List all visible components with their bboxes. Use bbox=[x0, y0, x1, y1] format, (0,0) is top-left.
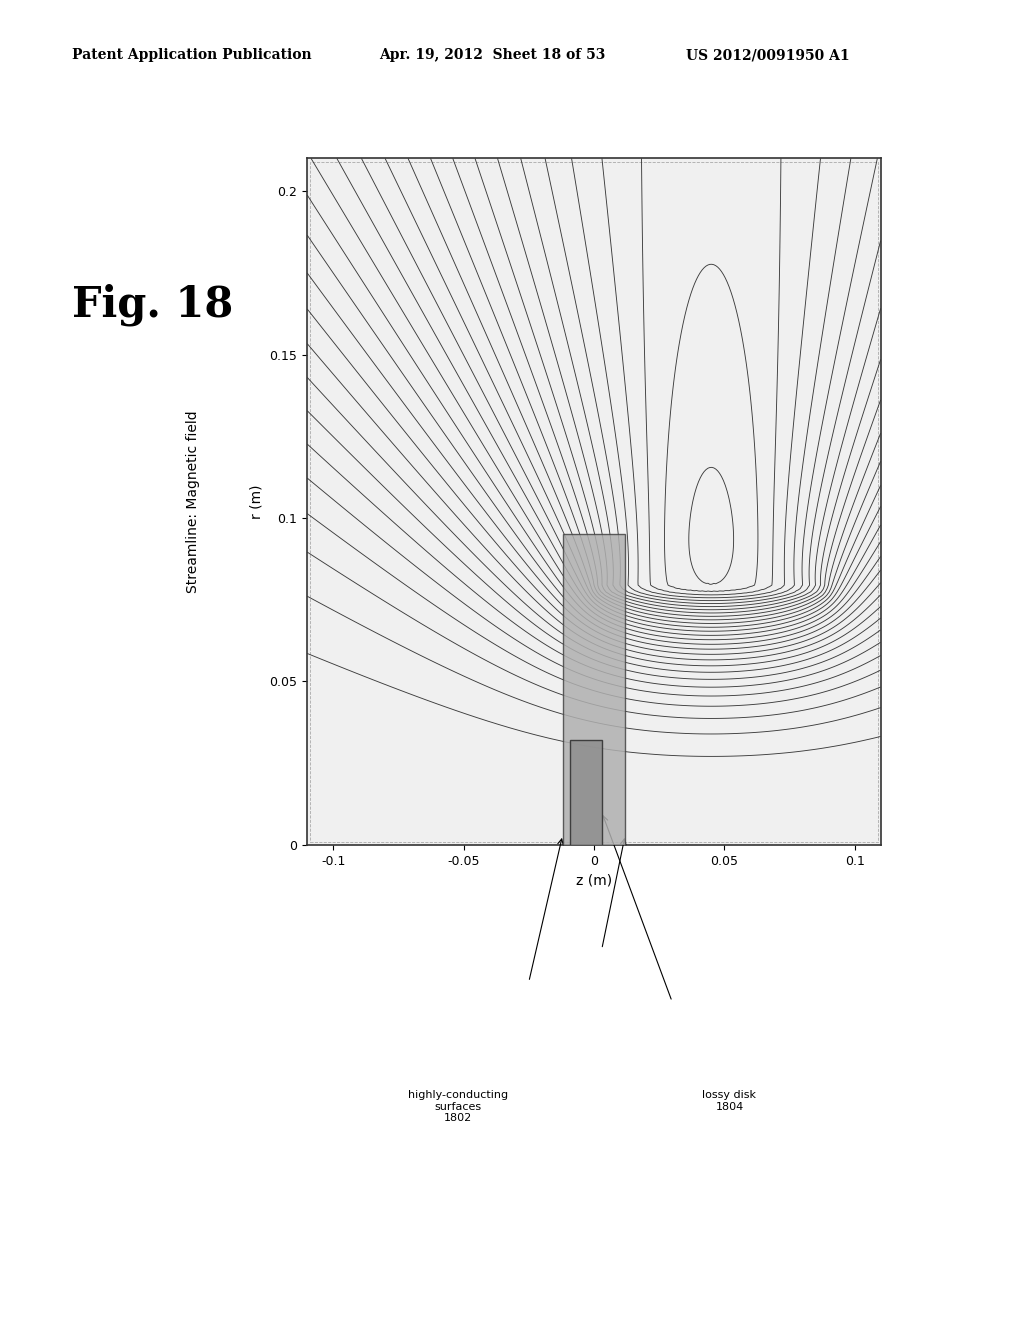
X-axis label: z (m): z (m) bbox=[575, 873, 612, 887]
Bar bbox=[570, 741, 602, 845]
Text: Apr. 19, 2012  Sheet 18 of 53: Apr. 19, 2012 Sheet 18 of 53 bbox=[379, 49, 605, 62]
Text: Fig. 18: Fig. 18 bbox=[72, 284, 232, 326]
Text: Patent Application Publication: Patent Application Publication bbox=[72, 49, 311, 62]
Text: Streamline: Magnetic field: Streamline: Magnetic field bbox=[185, 411, 200, 593]
Text: lossy disk
1804: lossy disk 1804 bbox=[702, 1090, 757, 1111]
Bar bbox=[562, 535, 626, 845]
Text: highly-conducting
surfaces
1802: highly-conducting surfaces 1802 bbox=[409, 1090, 509, 1123]
Text: US 2012/0091950 A1: US 2012/0091950 A1 bbox=[686, 49, 850, 62]
Y-axis label: r (m): r (m) bbox=[250, 484, 264, 519]
